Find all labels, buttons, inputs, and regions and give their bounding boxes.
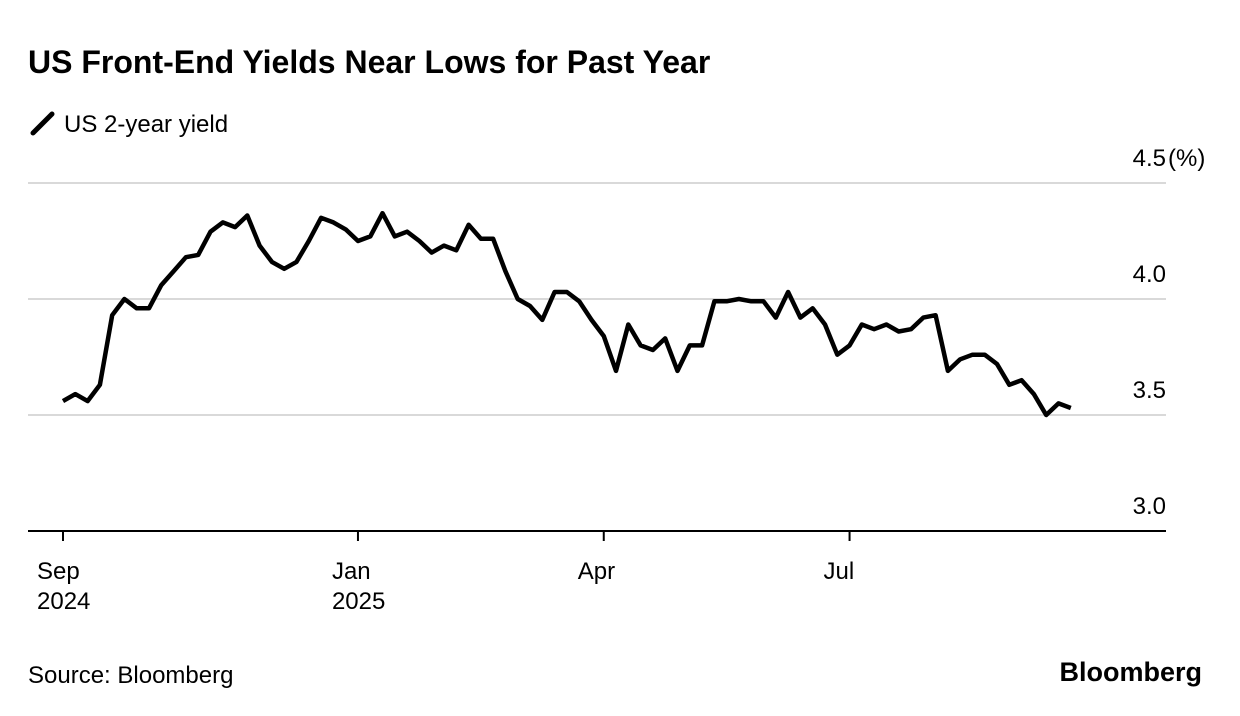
x-tick-label: Apr <box>577 558 616 585</box>
y-tick-label: 3.0 <box>1133 493 1166 520</box>
y-tick-label: 3.5 <box>1133 377 1166 404</box>
brand: Bloomberg <box>1059 657 1202 687</box>
x-tick-label: Sep 2024 <box>37 558 91 615</box>
y-tick-label: 4.0 <box>1133 261 1166 288</box>
x-tick-label: Jan 2025 <box>331 558 386 615</box>
chart-title: US Front-End Yields Near Lows for Past Y… <box>28 44 710 80</box>
source: Source: Bloomberg <box>28 662 233 689</box>
line <box>61 210 1072 418</box>
legend-label: US 2-year yield <box>64 111 228 138</box>
legend-icon <box>30 111 55 136</box>
y-unit: (%) <box>1168 145 1205 172</box>
y-tick-label: 4.5 <box>1133 145 1166 172</box>
x-tick-label: Jul <box>823 558 855 585</box>
